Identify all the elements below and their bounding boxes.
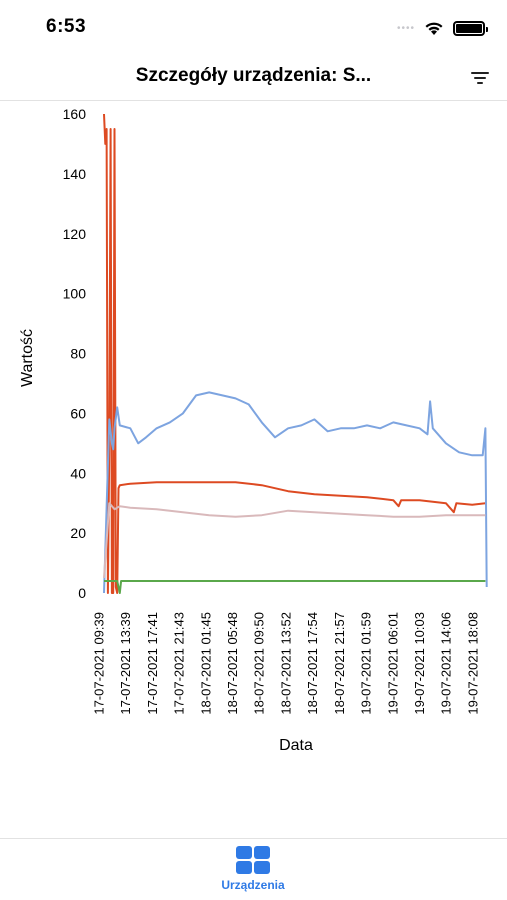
x-axis-title: Data [279, 737, 313, 754]
battery-icon [453, 20, 488, 36]
grid-icon [236, 846, 270, 874]
series-line-3 [103, 502, 486, 579]
x-tick-label: 17-07-2021 09:39 [91, 612, 106, 715]
x-tick-label: 19-07-2021 10:03 [412, 612, 427, 715]
series-line-1 [103, 113, 486, 594]
x-tick-label: 19-07-2021 14:06 [439, 612, 454, 715]
wifi-icon [425, 22, 443, 35]
y-tick-label: 20 [70, 525, 86, 541]
x-tick-label: 18-07-2021 17:54 [305, 612, 320, 715]
status-bar: 6:53 •••• [0, 0, 507, 56]
status-icons: •••• [396, 18, 488, 38]
y-tick-label: 80 [70, 346, 86, 362]
y-tick-label: 120 [63, 226, 87, 242]
tab-label: Urządzenia [221, 878, 285, 892]
x-tick-label: 19-07-2021 01:59 [359, 612, 374, 715]
x-tick-label: 18-07-2021 21:57 [332, 612, 347, 715]
filter-icon [471, 72, 489, 84]
y-tick-label: 140 [63, 166, 87, 182]
x-tick-label: 18-07-2021 13:52 [278, 612, 293, 715]
tab-devices[interactable]: Urządzenia [203, 845, 303, 897]
x-tick-label: 18-07-2021 09:50 [252, 612, 267, 715]
x-tick-label: 17-07-2021 17:41 [145, 612, 160, 715]
x-tick-label: 18-07-2021 01:45 [198, 612, 213, 715]
status-time: 6:53 [46, 16, 87, 37]
y-tick-label: 60 [70, 405, 86, 421]
series-line-4 [104, 580, 486, 594]
page-title: Szczegóły urządzenia: S... [135, 65, 372, 86]
x-tick-label: 17-07-2021 21:43 [172, 612, 187, 715]
x-tick-label: 19-07-2021 18:08 [465, 612, 480, 715]
signal-icon: •••• [396, 22, 415, 34]
filter-button[interactable] [467, 66, 493, 90]
y-tick-label: 160 [63, 106, 87, 122]
y-axis-title: Wartość [19, 329, 36, 387]
y-tick-label: 0 [78, 585, 86, 601]
x-tick-label: 19-07-2021 06:01 [385, 612, 400, 715]
x-tick-label: 17-07-2021 13:39 [118, 612, 133, 715]
tab-bar: Urządzenia [0, 838, 507, 900]
x-tick-label: 18-07-2021 05:48 [225, 612, 240, 715]
chart-area: Wartość Data 0 20 40 60 80 100 120 140 160 17-07… [0, 101, 507, 761]
y-tick-label: 40 [70, 465, 86, 481]
line-chart: Wartość Data 0 20 40 60 80 100 120 140 160 17-07… [19, 106, 488, 754]
nav-bar: Szczegóły urządzenia: S... [0, 56, 507, 101]
y-tick-label: 100 [63, 286, 87, 302]
series-line-2 [103, 391, 488, 594]
